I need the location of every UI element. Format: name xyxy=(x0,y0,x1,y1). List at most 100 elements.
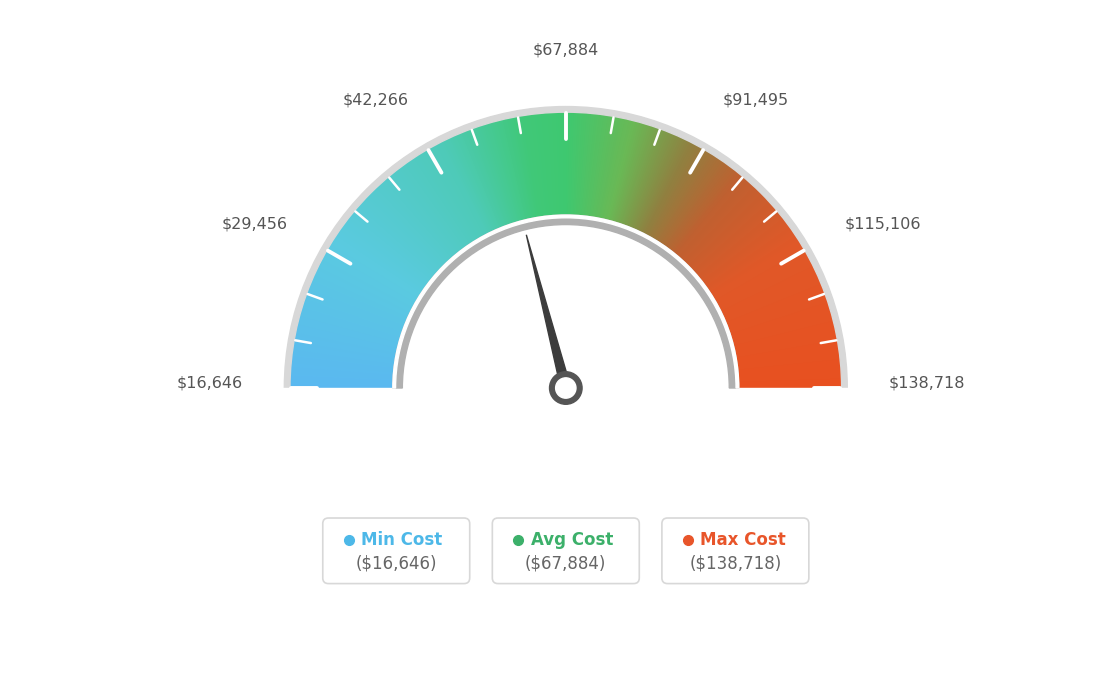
Wedge shape xyxy=(713,248,805,302)
Wedge shape xyxy=(721,270,816,316)
Wedge shape xyxy=(298,319,400,346)
Wedge shape xyxy=(735,341,838,359)
Wedge shape xyxy=(527,115,543,218)
Wedge shape xyxy=(657,154,713,243)
Wedge shape xyxy=(736,360,840,372)
Wedge shape xyxy=(669,168,733,251)
Wedge shape xyxy=(499,120,526,221)
Wedge shape xyxy=(581,113,592,217)
Wedge shape xyxy=(302,303,402,336)
Wedge shape xyxy=(735,347,839,364)
Wedge shape xyxy=(402,165,465,250)
Wedge shape xyxy=(735,345,839,362)
Wedge shape xyxy=(489,123,519,223)
Polygon shape xyxy=(527,235,571,401)
Wedge shape xyxy=(661,159,721,246)
Wedge shape xyxy=(615,124,647,224)
Wedge shape xyxy=(368,195,444,268)
Wedge shape xyxy=(686,190,760,266)
Wedge shape xyxy=(385,178,454,258)
Wedge shape xyxy=(308,288,405,327)
Wedge shape xyxy=(335,237,422,295)
Wedge shape xyxy=(723,279,820,321)
Wedge shape xyxy=(371,191,445,266)
Wedge shape xyxy=(726,290,825,328)
Wedge shape xyxy=(367,196,443,269)
Wedge shape xyxy=(725,284,822,325)
Wedge shape xyxy=(332,240,421,297)
Wedge shape xyxy=(295,336,397,357)
Wedge shape xyxy=(291,362,395,373)
Wedge shape xyxy=(684,188,757,265)
Wedge shape xyxy=(298,322,399,348)
Wedge shape xyxy=(737,377,841,383)
Wedge shape xyxy=(399,168,463,251)
Wedge shape xyxy=(560,112,563,216)
Wedge shape xyxy=(587,115,603,218)
Wedge shape xyxy=(416,155,474,244)
Wedge shape xyxy=(311,279,408,321)
Wedge shape xyxy=(336,235,423,294)
Wedge shape xyxy=(659,157,718,244)
Wedge shape xyxy=(393,215,739,388)
Wedge shape xyxy=(300,313,401,343)
Wedge shape xyxy=(654,150,708,241)
Wedge shape xyxy=(358,206,437,275)
Wedge shape xyxy=(297,324,399,349)
Wedge shape xyxy=(700,215,783,282)
Wedge shape xyxy=(689,196,765,269)
Wedge shape xyxy=(337,233,424,293)
Wedge shape xyxy=(317,266,412,314)
Wedge shape xyxy=(634,135,678,231)
Wedge shape xyxy=(520,116,539,219)
Wedge shape xyxy=(435,144,486,237)
Wedge shape xyxy=(625,129,664,227)
Wedge shape xyxy=(497,120,524,221)
Wedge shape xyxy=(290,382,394,385)
Wedge shape xyxy=(325,253,416,305)
Wedge shape xyxy=(352,213,434,279)
Wedge shape xyxy=(566,112,567,216)
Wedge shape xyxy=(702,221,786,285)
Wedge shape xyxy=(363,199,440,271)
Wedge shape xyxy=(645,144,694,236)
Wedge shape xyxy=(737,375,841,382)
Wedge shape xyxy=(675,174,742,255)
Wedge shape xyxy=(722,275,818,319)
Wedge shape xyxy=(349,215,432,282)
Wedge shape xyxy=(542,113,552,217)
Wedge shape xyxy=(549,112,556,217)
Wedge shape xyxy=(519,116,538,219)
Wedge shape xyxy=(326,251,416,304)
Wedge shape xyxy=(369,193,444,268)
Wedge shape xyxy=(595,117,615,219)
Wedge shape xyxy=(688,193,763,268)
Wedge shape xyxy=(603,119,628,221)
Wedge shape xyxy=(359,204,438,275)
Wedge shape xyxy=(315,273,410,317)
Wedge shape xyxy=(735,339,838,359)
Wedge shape xyxy=(293,345,396,362)
Wedge shape xyxy=(562,112,564,216)
Wedge shape xyxy=(720,265,814,313)
Wedge shape xyxy=(321,259,414,309)
Wedge shape xyxy=(728,295,826,331)
Wedge shape xyxy=(679,181,750,260)
Wedge shape xyxy=(558,112,562,216)
Wedge shape xyxy=(529,115,544,218)
Wedge shape xyxy=(333,239,422,296)
Wedge shape xyxy=(477,126,511,226)
Wedge shape xyxy=(668,166,732,250)
Wedge shape xyxy=(546,112,555,217)
Wedge shape xyxy=(506,119,530,220)
Wedge shape xyxy=(592,115,609,218)
Wedge shape xyxy=(308,286,406,326)
Wedge shape xyxy=(445,139,491,234)
Wedge shape xyxy=(606,120,633,221)
Wedge shape xyxy=(714,250,806,303)
Wedge shape xyxy=(696,207,775,277)
Text: Avg Cost: Avg Cost xyxy=(531,531,613,549)
Wedge shape xyxy=(304,301,403,335)
Wedge shape xyxy=(614,123,645,224)
Wedge shape xyxy=(699,214,781,281)
